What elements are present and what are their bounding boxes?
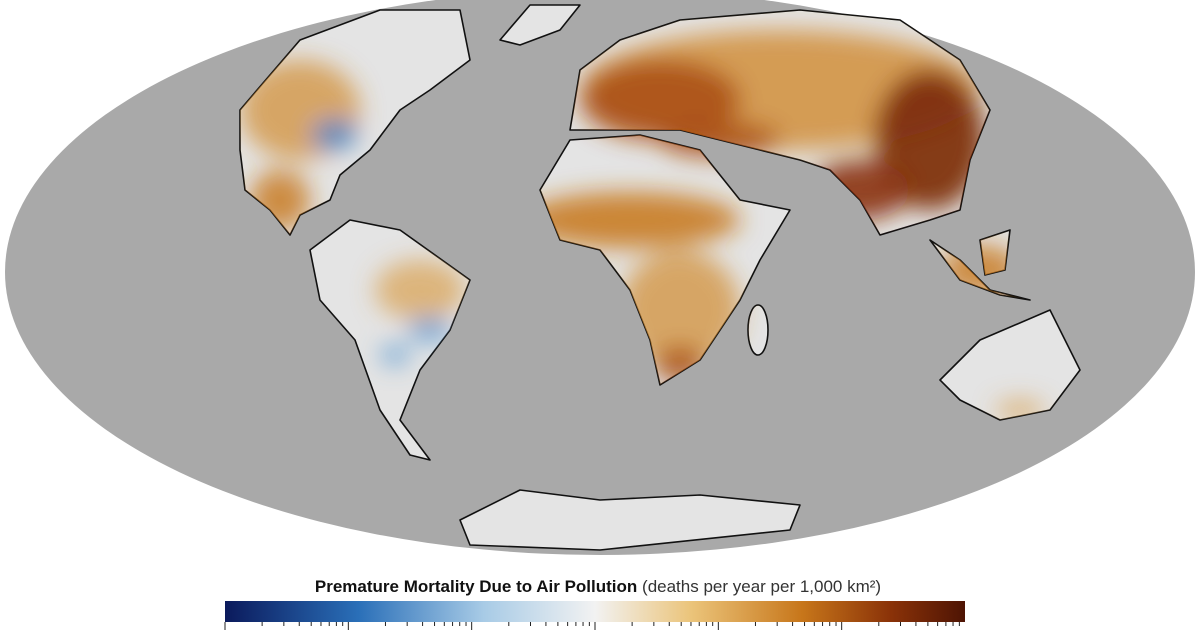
pollution-overlay [240,30,1045,420]
legend-title-main: Premature Mortality Due to Air Pollution [315,577,637,596]
color-bar [225,601,965,622]
legend: Premature Mortality Due to Air Pollution… [224,577,965,630]
color-bar-ticks [224,622,960,630]
legend-title: Premature Mortality Due to Air Pollution… [315,577,881,596]
legend-units: (deaths per year per 1,000 km²) [642,577,881,596]
